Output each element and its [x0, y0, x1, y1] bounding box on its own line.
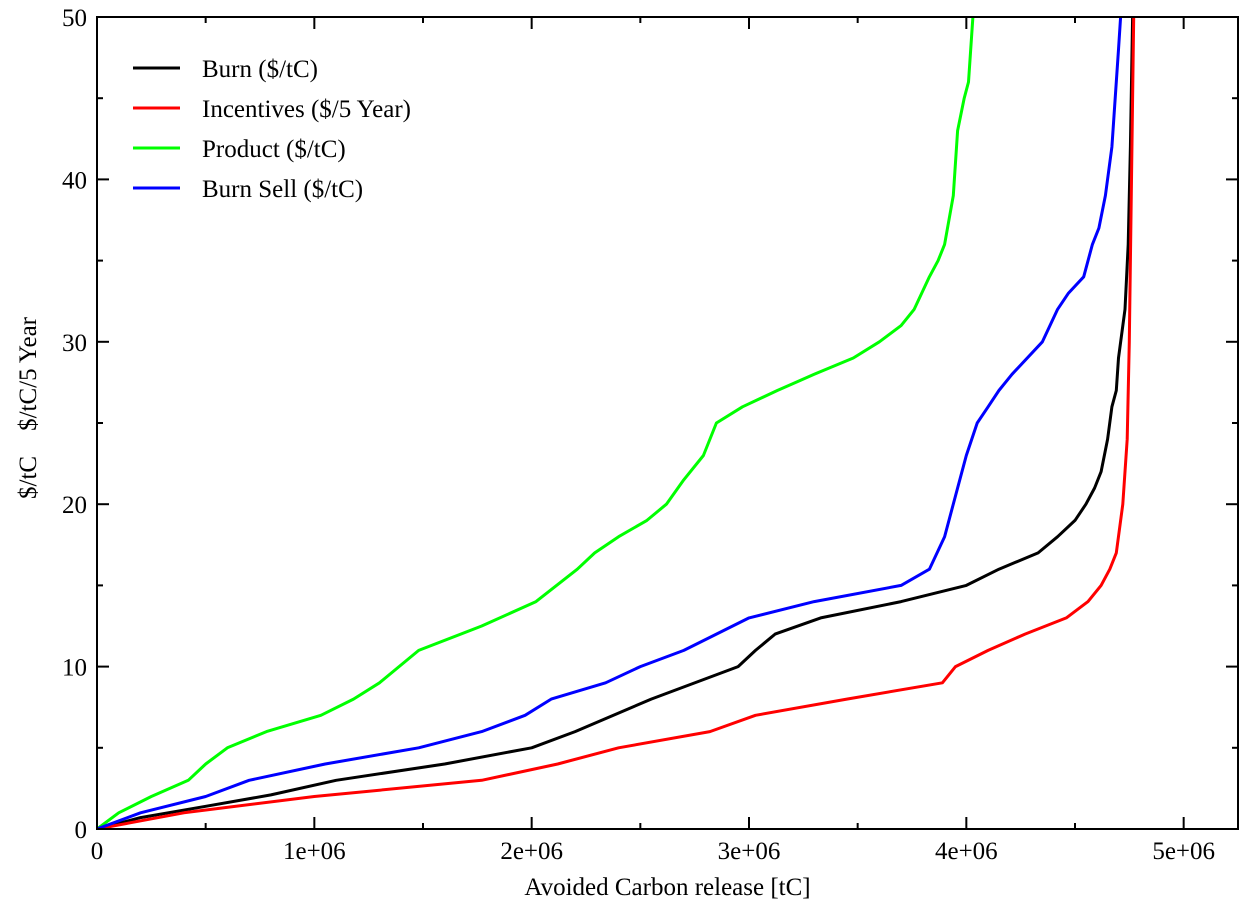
- y-tick-label: 50: [62, 5, 87, 32]
- x-tick-label: 2e+06: [500, 838, 563, 865]
- axes-group: 0 1e+06 2e+06 3e+06 4e+06 5e+06 0 10 20 30 40 50: [62, 5, 1239, 865]
- legend-label-1: Burn ($/tC): [202, 56, 318, 83]
- x-tick-label: 3e+06: [718, 838, 781, 865]
- y-tick-label: 20: [62, 492, 87, 519]
- x-axis-ticks: 0 1e+06 2e+06 3e+06 4e+06 5e+06: [91, 17, 1215, 865]
- y-tick-label: 40: [62, 167, 87, 194]
- x-tick-label: 0: [91, 838, 104, 865]
- y-tick-label: 10: [62, 655, 87, 682]
- y-axis-title: $/tC $/tC/5 Year: [15, 316, 42, 499]
- series-line-4: [97, 17, 1123, 829]
- y-tick-label: 0: [75, 817, 88, 844]
- x-tick-label: 1e+06: [283, 838, 346, 865]
- x-tick-label: 5e+06: [1152, 838, 1215, 865]
- x-axis-title: Avoided Carbon release [tC]: [524, 874, 810, 901]
- series-line-2: [97, 17, 1136, 829]
- series-line-1: [97, 17, 1135, 829]
- series-line-3: [97, 17, 975, 829]
- legend-label-2: Incentives ($/5 Year): [202, 96, 411, 123]
- y-axis-ticks: 0 10 20 30 40 50: [62, 5, 1238, 844]
- legend-label-3: Product ($/tC): [202, 136, 346, 163]
- legend: Burn ($/tC) Incentives ($/5 Year) Product …: [133, 56, 411, 203]
- legend-label-4: Burn Sell ($/tC): [202, 176, 363, 203]
- x-tick-label: 4e+06: [935, 838, 998, 865]
- plot-series-group: [97, 17, 1136, 829]
- y-tick-label: 30: [62, 330, 87, 357]
